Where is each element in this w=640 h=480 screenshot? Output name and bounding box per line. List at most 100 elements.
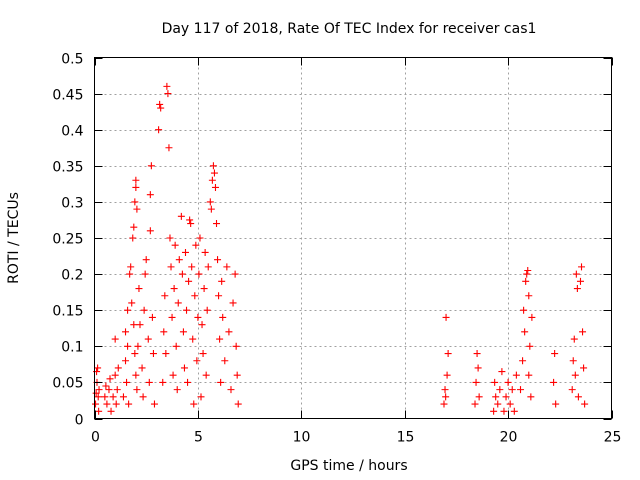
data-point	[193, 357, 201, 365]
data-point	[189, 335, 197, 343]
data-point	[159, 378, 167, 386]
data-point	[214, 256, 222, 264]
data-point	[475, 393, 483, 401]
data-point	[114, 364, 122, 372]
y-tick-label: 0.3	[61, 196, 83, 212]
data-point	[552, 400, 560, 408]
data-point	[525, 292, 533, 300]
data-point	[109, 393, 117, 401]
data-point	[163, 82, 171, 90]
data-point	[102, 382, 110, 390]
data-point	[142, 256, 150, 264]
data-point	[496, 386, 504, 394]
data-point	[209, 162, 217, 170]
data-point	[136, 321, 144, 329]
data-point	[442, 393, 450, 401]
data-point	[134, 342, 142, 350]
data-point	[167, 263, 175, 271]
data-point	[144, 335, 152, 343]
data-point	[490, 407, 498, 415]
data-point	[569, 357, 577, 365]
data-point	[472, 378, 480, 386]
data-point	[92, 389, 100, 397]
data-point	[160, 328, 168, 336]
x-tick-label: 15	[397, 430, 415, 446]
data-point	[138, 364, 146, 372]
chart-title: Day 117 of 2018, Rate Of TEC Index for r…	[162, 21, 537, 37]
data-point	[440, 400, 448, 408]
data-point	[506, 400, 514, 408]
data-point	[131, 198, 139, 206]
data-point	[146, 227, 154, 235]
data-point	[551, 350, 559, 358]
data-point	[523, 270, 531, 278]
data-point	[442, 313, 450, 321]
x-tick-label: 10	[293, 430, 311, 446]
data-point	[200, 285, 208, 293]
data-point	[550, 378, 558, 386]
data-point	[215, 292, 223, 300]
data-point	[571, 371, 579, 379]
data-point	[135, 285, 143, 293]
data-point	[574, 393, 582, 401]
data-point	[157, 104, 165, 112]
data-point	[573, 285, 581, 293]
data-point	[187, 220, 195, 228]
data-point	[524, 266, 532, 274]
data-point	[227, 386, 235, 394]
data-point	[132, 176, 140, 184]
data-point	[155, 126, 163, 134]
data-point	[175, 256, 183, 264]
data-point	[177, 212, 185, 220]
data-point	[526, 342, 534, 350]
data-point	[568, 386, 576, 394]
data-point	[128, 299, 136, 307]
data-point	[165, 144, 173, 152]
data-point	[103, 400, 111, 408]
data-point	[225, 328, 233, 336]
data-point	[126, 270, 134, 278]
y-tick-label: 0.1	[61, 340, 83, 356]
data-point	[579, 328, 587, 336]
data-point	[510, 407, 518, 415]
data-point	[141, 270, 149, 278]
data-point	[578, 263, 586, 271]
data-point	[522, 277, 530, 285]
data-point	[500, 407, 508, 415]
data-point	[232, 342, 240, 350]
data-point	[207, 205, 215, 213]
data-point	[139, 393, 147, 401]
data-point	[180, 364, 188, 372]
data-point	[132, 183, 140, 191]
data-point	[111, 335, 119, 343]
y-tick-label: 0.4	[61, 124, 83, 140]
data-point	[570, 335, 578, 343]
data-point	[525, 371, 533, 379]
data-point	[94, 393, 102, 401]
data-point	[494, 400, 502, 408]
data-point	[145, 378, 153, 386]
data-point	[95, 407, 103, 415]
x-tick-label: 25	[604, 430, 622, 446]
data-point	[122, 328, 130, 336]
data-point	[113, 386, 121, 394]
data-point	[190, 400, 198, 408]
plot-area-border	[94, 57, 612, 419]
data-point	[204, 263, 212, 271]
data-point	[517, 386, 525, 394]
data-point	[208, 176, 216, 184]
data-point	[221, 357, 229, 365]
data-point	[512, 371, 520, 379]
data-point	[217, 378, 225, 386]
data-point	[156, 100, 164, 108]
data-point	[166, 234, 174, 242]
y-tick-label: 0.15	[52, 304, 83, 320]
axes: 0 0.05 0.1 0.15 0.2 0.25 0.3 0.35 0.4 0.45 0.5 0 5 10…	[52, 52, 621, 446]
data-point	[191, 292, 199, 300]
data-point	[508, 386, 516, 394]
data-point	[218, 277, 226, 285]
data-point	[129, 234, 137, 242]
data-point	[474, 364, 482, 372]
data-point	[194, 313, 202, 321]
data-point	[519, 357, 527, 365]
